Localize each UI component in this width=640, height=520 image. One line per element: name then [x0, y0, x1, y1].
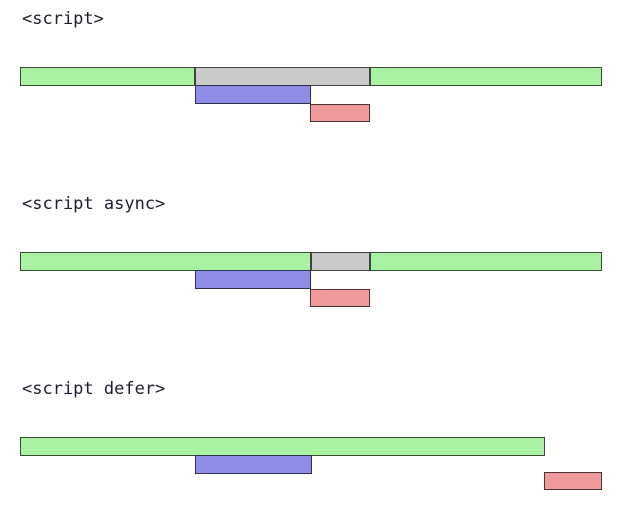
section-label: <script>: [22, 9, 104, 29]
html-parsing-bar: [20, 437, 545, 456]
html-parsing-bar: [370, 67, 602, 86]
section-label: <script async>: [22, 194, 166, 214]
script-execution-bar: [544, 472, 602, 490]
html-parsing-bar: [20, 67, 195, 86]
section-label: <script defer>: [22, 379, 166, 399]
script-execution-bar: [310, 289, 370, 307]
script-download-bar: [195, 270, 311, 289]
parser-paused-bar: [311, 252, 370, 271]
script-download-bar: [195, 455, 312, 474]
html-parsing-bar: [370, 252, 602, 271]
html-parsing-bar: [20, 252, 311, 271]
parser-paused-bar: [195, 67, 370, 86]
script-download-bar: [195, 85, 311, 104]
script-execution-bar: [310, 104, 370, 122]
